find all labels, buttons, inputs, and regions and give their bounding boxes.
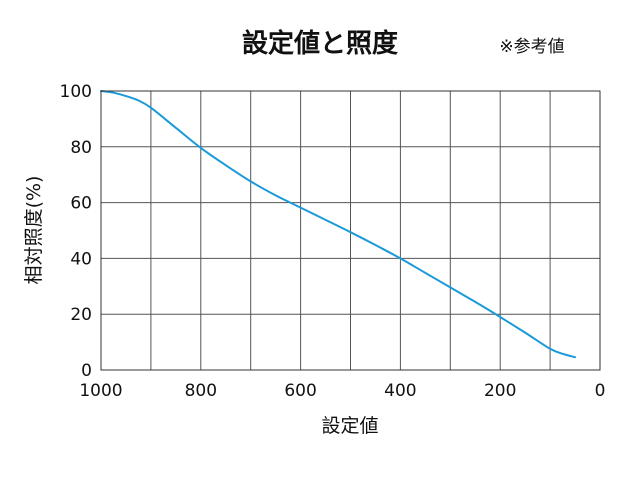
x-tick-label: 200 bbox=[484, 381, 516, 401]
y-axis-label: 相対照度(%) bbox=[23, 176, 45, 285]
y-tick-label: 80 bbox=[70, 138, 92, 158]
series-layer bbox=[100, 90, 577, 359]
y-tick-label: 60 bbox=[70, 194, 92, 214]
y-tick-label: 40 bbox=[70, 249, 92, 269]
x-tick-label: 600 bbox=[284, 381, 316, 401]
chart-title: 設定値と照度 bbox=[242, 28, 398, 59]
y-tick-label: 0 bbox=[81, 361, 92, 381]
tick-labels: 1000 800 600 400 200 0 0 20 40 60 80 100 bbox=[60, 82, 606, 401]
x-tick-label: 1000 bbox=[79, 381, 122, 401]
y-tick-label: 20 bbox=[70, 305, 92, 325]
x-tick-label: 800 bbox=[185, 381, 217, 401]
reference-note: ※参考値 bbox=[499, 37, 564, 57]
plot-frame bbox=[100, 90, 601, 371]
y-tick-label: 100 bbox=[60, 82, 92, 102]
x-tick-label: 400 bbox=[384, 381, 416, 401]
x-axis-label: 設定値 bbox=[321, 415, 378, 437]
series-line bbox=[100, 90, 577, 359]
x-tick-label: 0 bbox=[595, 381, 606, 401]
grid bbox=[100, 90, 601, 371]
